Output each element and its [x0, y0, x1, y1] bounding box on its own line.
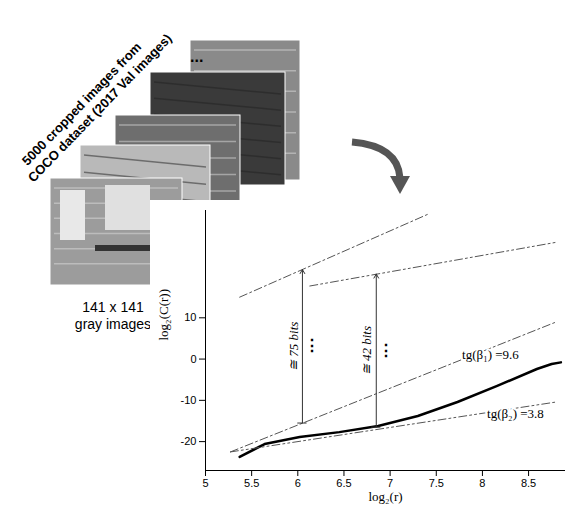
svg-text:log₂(r): log₂(r): [368, 489, 402, 504]
svg-text:141 x 141: 141 x 141: [82, 299, 144, 315]
svg-text:7.5: 7.5: [429, 477, 444, 489]
svg-text:7: 7: [387, 477, 393, 489]
svg-text:gray images: gray images: [75, 316, 151, 332]
svg-text:-20: -20: [181, 435, 197, 447]
svg-text:tg(β₁) =9.6: tg(β₁) =9.6: [462, 347, 519, 362]
svg-text:...: ...: [190, 48, 203, 65]
svg-text:≅ 75 bits: ≅ 75 bits: [286, 322, 301, 371]
svg-text:≅ 42 bits: ≅ 42 bits: [359, 326, 374, 375]
svg-text:⋮: ⋮: [378, 342, 394, 359]
svg-text:6.5: 6.5: [336, 477, 351, 489]
svg-text:6: 6: [295, 477, 301, 489]
svg-text:8: 8: [479, 477, 485, 489]
svg-text:-10: -10: [181, 394, 197, 406]
svg-text:5: 5: [202, 477, 208, 489]
svg-text:tg(β₂) =3.8: tg(β₂) =3.8: [487, 406, 544, 421]
svg-text:10: 10: [184, 311, 196, 323]
svg-text:8.5: 8.5: [521, 477, 536, 489]
svg-text:5.5: 5.5: [244, 477, 259, 489]
svg-text:⋮: ⋮: [304, 337, 320, 354]
svg-text:0: 0: [190, 353, 196, 365]
svg-text:5000 cropped images fromCOCO d: 5000 cropped images fromCOCO dataset (20…: [13, 20, 174, 186]
svg-text:log₂(C(r)): log₂(C(r)): [156, 289, 171, 340]
